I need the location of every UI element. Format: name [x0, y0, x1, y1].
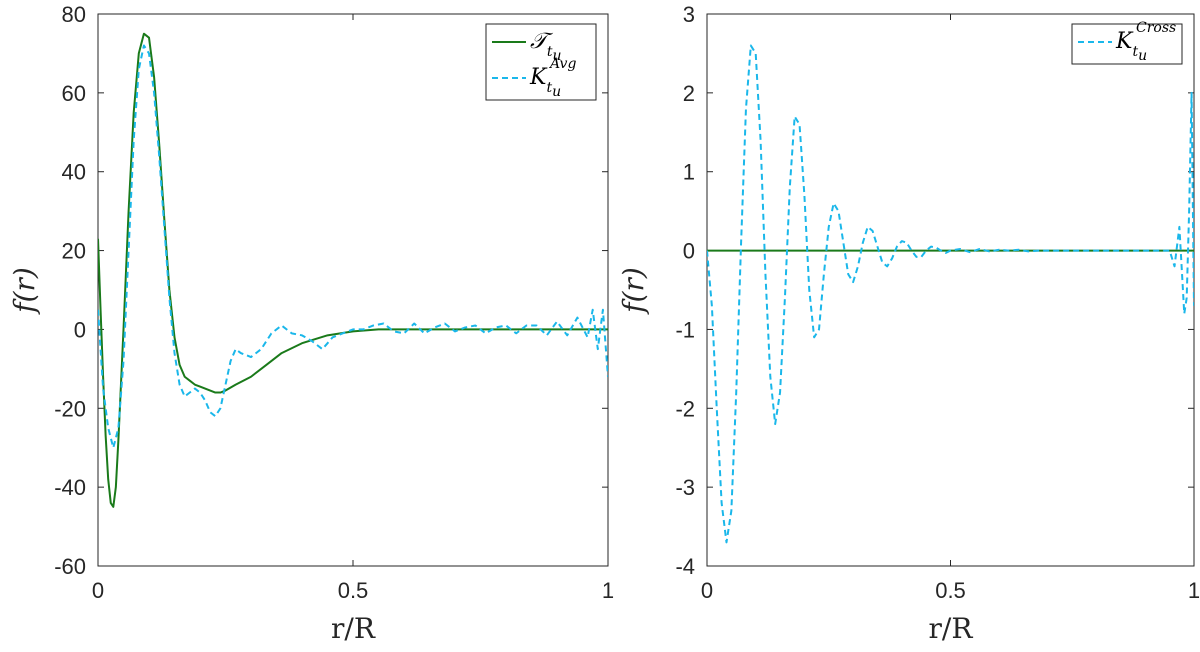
plot-area — [706, 13, 1195, 567]
y-tick-label: 1 — [683, 160, 695, 185]
y-tick-label: -40 — [54, 475, 86, 500]
y-tick-label: -3 — [675, 475, 695, 500]
x-tick-label: 0.5 — [935, 578, 966, 603]
y-axis-label: f(r) — [617, 267, 650, 315]
series-line-1 — [707, 44, 1194, 544]
y-tick-label: -1 — [675, 317, 695, 342]
y-tick-label: 2 — [683, 81, 695, 106]
y-tick-label: 60 — [62, 81, 86, 106]
legend-entry: KtuAvg — [529, 56, 576, 100]
y-tick-label: 40 — [62, 160, 86, 185]
y-tick-label: -2 — [675, 396, 695, 421]
y-tick-label: 20 — [62, 239, 86, 264]
x-axis-label: r/R — [331, 612, 376, 645]
x-tick-label: 0 — [701, 578, 713, 603]
y-tick-label: -60 — [54, 554, 86, 579]
legend-box — [485, 23, 597, 101]
series-line-0 — [98, 32, 608, 508]
y-tick-label: -20 — [54, 396, 86, 421]
x-tick-label: 1 — [1188, 578, 1200, 603]
y-tick-label: 0 — [74, 317, 86, 342]
x-tick-label: 1 — [602, 578, 614, 603]
x-tick-label: 0.5 — [338, 578, 369, 603]
right-chart: -4 -3 -2 -1 0 1 2 3 0 0.5 1 r/R f(r) KtuCross — [617, 2, 1200, 645]
y-tick-label: 80 — [62, 2, 86, 27]
series-line-1 — [98, 44, 608, 449]
legend-box — [1071, 23, 1183, 65]
y-tick-label: 0 — [683, 239, 695, 264]
plot-area — [97, 13, 609, 567]
legend: KtuCross — [1071, 20, 1183, 65]
x-axis-label: r/R — [929, 612, 974, 645]
y-tick-label: -4 — [675, 554, 695, 579]
y-axis-label: f(r) — [8, 267, 41, 315]
y-tick-label: 3 — [683, 2, 695, 27]
legend-entry: KtuCross — [1115, 20, 1176, 64]
x-tick-label: 0 — [92, 578, 104, 603]
